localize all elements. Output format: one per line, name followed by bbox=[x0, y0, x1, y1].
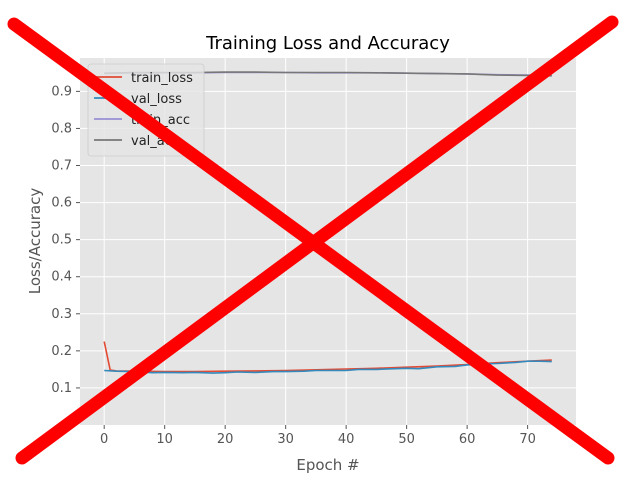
legend-label: train_loss bbox=[131, 71, 193, 86]
legend-label: val_loss bbox=[131, 92, 182, 107]
legend-box bbox=[87, 63, 205, 157]
y-tick-label: 0.1 bbox=[51, 381, 72, 396]
y-tick-label: 0.2 bbox=[51, 344, 72, 359]
y-tick-label: 0.7 bbox=[51, 159, 72, 174]
chart-title: Training Loss and Accuracy bbox=[205, 33, 450, 54]
y-axis-label: Loss/Accuracy bbox=[26, 188, 44, 295]
x-tick-label: 30 bbox=[277, 432, 294, 447]
y-tick-label: 0.4 bbox=[51, 270, 72, 285]
y-axis: 0.10.20.30.40.50.60.70.80.90 bbox=[51, 84, 80, 433]
x-tick-label: 0 bbox=[100, 432, 108, 447]
y-tick-label: 0.8 bbox=[51, 121, 72, 136]
x-axis: 0 10 20 30 40 50 60 70 bbox=[100, 425, 536, 447]
red-x-overlay bbox=[7, 15, 619, 465]
x-tick-label: 10 bbox=[156, 432, 173, 447]
y-tick-label: 0.6 bbox=[51, 196, 72, 211]
x-tick-label: 70 bbox=[519, 432, 536, 447]
x-tick-label: 40 bbox=[338, 432, 355, 447]
x-axis-label: Epoch # bbox=[296, 456, 359, 474]
red-cross-line bbox=[15, 15, 619, 465]
y-tick-label: 0.9 bbox=[51, 84, 72, 99]
x-tick-label: 60 bbox=[459, 432, 476, 447]
y-tick-label: 0.3 bbox=[51, 307, 72, 322]
grid bbox=[80, 58, 576, 425]
y-tick-label: 0.5 bbox=[51, 233, 72, 248]
x-tick-label: 20 bbox=[217, 432, 234, 447]
x-tick-label: 50 bbox=[398, 432, 415, 447]
